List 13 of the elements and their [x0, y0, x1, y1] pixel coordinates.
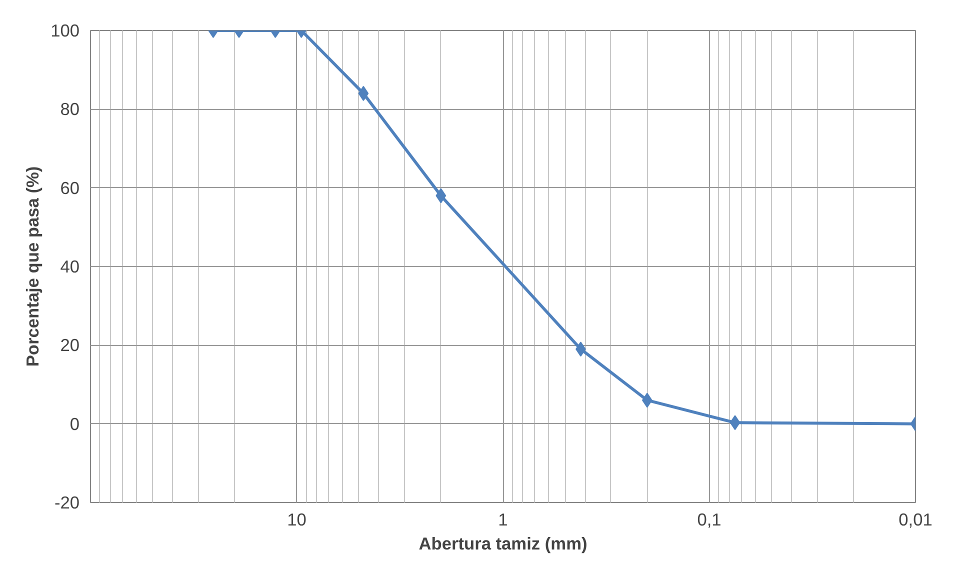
y-tick-label: 20 — [60, 335, 80, 356]
y-tick-label: 80 — [60, 99, 80, 120]
y-tick-label: 60 — [60, 178, 80, 198]
x-tick-label: 10 — [287, 510, 306, 530]
y-tick-label: 100 — [50, 20, 80, 40]
x-axis-title: Abertura tamiz (mm) — [418, 534, 588, 554]
x-tick-label: 0,01 — [898, 510, 932, 530]
x-tick-label: 1 — [498, 510, 508, 530]
y-axis-title: Porcentaje que pasa (%) — [22, 166, 43, 367]
y-tick-label: 0 — [70, 414, 80, 434]
y-tick-label: 40 — [60, 256, 80, 276]
x-tick-label: 0,1 — [697, 510, 722, 530]
y-tick-label: -20 — [54, 492, 80, 512]
